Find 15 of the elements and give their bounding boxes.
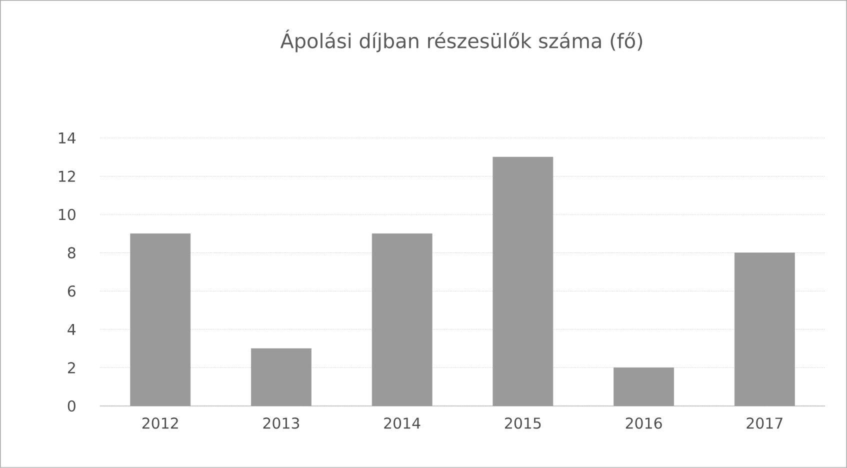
y-tick-label: 4 xyxy=(68,324,76,335)
x-tick-label: 2014 xyxy=(384,418,420,429)
x-tick-label: 2012 xyxy=(142,418,178,429)
y-tick-label: 12 xyxy=(59,170,75,182)
x-tick-label: 2016 xyxy=(626,418,662,429)
y-tick-label: 2 xyxy=(68,362,75,374)
y-tick-label: 6 xyxy=(68,285,76,297)
y-tick-label: 14 xyxy=(59,132,76,144)
y-tick-label: 0 xyxy=(68,400,76,412)
x-tick-label: 2017 xyxy=(746,418,782,429)
y-tick-label: 8 xyxy=(68,247,76,259)
y-tick-label: 10 xyxy=(59,208,76,220)
x-tick-label: 2013 xyxy=(263,418,300,429)
x-tick-label: 2015 xyxy=(505,418,541,429)
chart-title: Ápolási díjban részesülők száma (fő) xyxy=(280,30,642,52)
